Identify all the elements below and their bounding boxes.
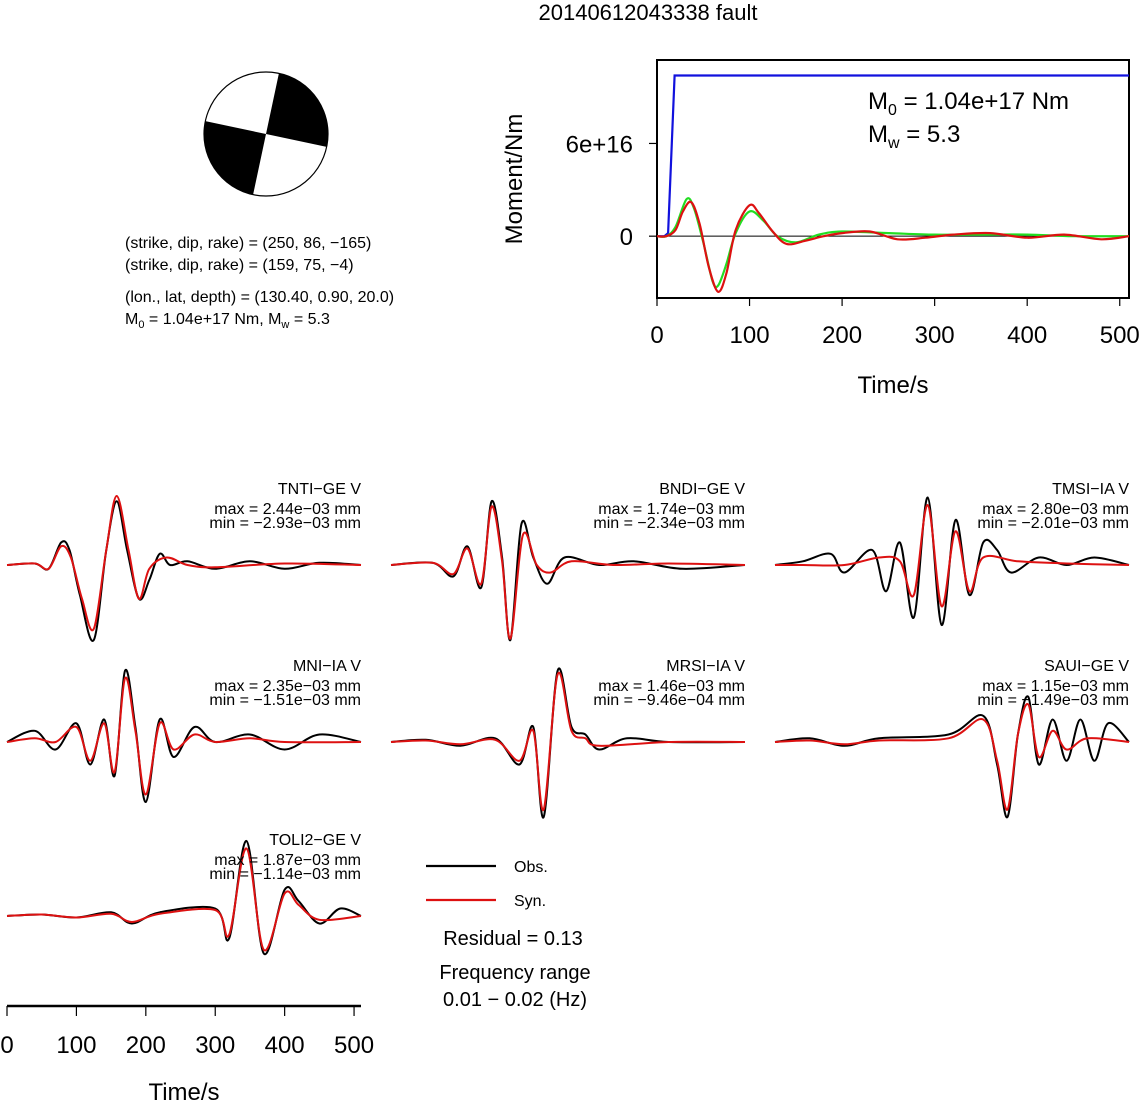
beachball bbox=[203, 71, 329, 197]
moment-y-axis: 6e+16 0 bbox=[566, 131, 657, 251]
station-max: max = 1.74e−03 mm bbox=[598, 501, 745, 518]
synthetic-trace bbox=[774, 503, 1130, 608]
station-min: min = −1.51e−03 mm bbox=[209, 692, 361, 709]
moment-annotation-m0: M0 = 1.04e+17 Nm bbox=[868, 88, 1069, 119]
hypocenter-location: (lon., lat, depth) = (130.40, 0.90, 20.0… bbox=[125, 289, 394, 306]
frequency-range-value: 0.01 − 0.02 (Hz) bbox=[443, 989, 587, 1011]
synthetic-trace bbox=[6, 847, 362, 952]
station-name: MRSI−IA V bbox=[666, 658, 745, 675]
station-max: max = 1.15e−03 mm bbox=[982, 678, 1129, 695]
nodal-plane-1: (strike, dip, rake) = (250, 86, −165) bbox=[125, 235, 371, 252]
waveform-legend: Obs. Syn. bbox=[426, 859, 548, 910]
synthetic-trace bbox=[390, 671, 746, 811]
moment-annotation-mw-value: 5.3 bbox=[927, 121, 960, 148]
observed-trace bbox=[774, 695, 1130, 819]
moment-summary-m0: 1.04e+17 Nm bbox=[163, 311, 260, 328]
station-name: MNI−IA V bbox=[293, 658, 361, 675]
legend-syn-label: Syn. bbox=[514, 893, 546, 910]
moment-x-tick-label: 400 bbox=[1007, 322, 1047, 349]
synthetic-trace bbox=[774, 703, 1130, 811]
station-max: max = 2.44e−03 mm bbox=[214, 501, 361, 518]
moment-x-tick-label: 500 bbox=[1100, 322, 1140, 349]
moment-summary: M0 = 1.04e+17 Nm, Mw = 5.3 bbox=[125, 311, 330, 331]
station-min: min = −2.93e−03 mm bbox=[209, 515, 361, 532]
station-min: min = −9.46e−04 mm bbox=[593, 692, 745, 709]
residual-text: Residual = 0.13 bbox=[443, 928, 583, 950]
moment-series-moment_rate_green bbox=[656, 197, 1130, 289]
moment-x-tick-label: 300 bbox=[915, 322, 955, 349]
beachball-quadrant-2 bbox=[204, 121, 266, 195]
station-min: min = −2.34e−03 mm bbox=[593, 515, 745, 532]
station-min: min = −1.49e−03 mm bbox=[977, 692, 1129, 709]
moment-y-tick-label: 0 bbox=[620, 224, 633, 251]
moment-y-axis-label: Moment/Nm bbox=[501, 114, 528, 245]
synthetic-trace bbox=[6, 676, 362, 796]
station-name: BNDI−GE V bbox=[659, 481, 745, 498]
figure-title: 20140612043338 fault bbox=[539, 0, 758, 25]
moment-x-axis-label: Time/s bbox=[857, 372, 928, 399]
beachball-quadrant-1 bbox=[266, 73, 328, 147]
waveform-x-tick-label: 500 bbox=[334, 1032, 374, 1059]
moment-summary-mw: 5.3 bbox=[308, 311, 330, 328]
legend-obs-label: Obs. bbox=[514, 859, 548, 876]
waveform-x-tick-label: 400 bbox=[265, 1032, 305, 1059]
moment-x-axis: 0 100 200 300 400 500 bbox=[650, 298, 1140, 349]
waveform-x-tick-label: 0 bbox=[0, 1032, 13, 1059]
waveform-time-axis: 0 100 200 300 400 500 bbox=[0, 1004, 374, 1059]
synthetic-trace bbox=[6, 494, 362, 632]
station-min: min = −2.01e−03 mm bbox=[977, 515, 1129, 532]
station-name: TMSI−IA V bbox=[1052, 481, 1129, 498]
station-max: max = 2.80e−03 mm bbox=[982, 501, 1129, 518]
moment-chart-frame bbox=[656, 59, 1130, 299]
moment-annotation-m0-value: 1.04e+17 Nm bbox=[924, 88, 1069, 115]
synthetic-trace bbox=[390, 505, 746, 640]
station-max: max = 2.35e−03 mm bbox=[214, 678, 361, 695]
moment-chart: 0 100 200 300 400 500 6e+16 0 Time/s Moment/Nm… bbox=[501, 59, 1140, 399]
waveform-x-tick-label: 300 bbox=[195, 1032, 235, 1059]
waveform-x-tick-label: 100 bbox=[56, 1032, 96, 1059]
station-max: max = 1.87e−03 mm bbox=[214, 852, 361, 869]
waveform-x-tick-label: 200 bbox=[126, 1032, 166, 1059]
station-max: max = 1.46e−03 mm bbox=[598, 678, 745, 695]
station-min: min = −1.14e−03 mm bbox=[209, 866, 361, 883]
moment-x-tick-label: 100 bbox=[730, 322, 770, 349]
frequency-range-label: Frequency range bbox=[439, 962, 590, 984]
station-name: TNTI−GE V bbox=[278, 481, 361, 498]
observed-trace bbox=[774, 496, 1130, 627]
nodal-plane-2: (strike, dip, rake) = (159, 75, −4) bbox=[125, 257, 354, 274]
station-name: TOLI2−GE V bbox=[269, 832, 361, 849]
moment-x-tick-label: 0 bbox=[650, 322, 663, 349]
moment-x-tick-label: 200 bbox=[822, 322, 862, 349]
moment-series-synthetic bbox=[656, 200, 1130, 293]
moment-series-group bbox=[656, 74, 1130, 293]
moment-annotation-mw: Mw = 5.3 bbox=[868, 121, 960, 152]
moment-y-tick-label: 6e+16 bbox=[566, 131, 633, 158]
station-name: SAUI−GE V bbox=[1044, 658, 1129, 675]
waveform-x-axis-label: Time/s bbox=[148, 1079, 219, 1103]
